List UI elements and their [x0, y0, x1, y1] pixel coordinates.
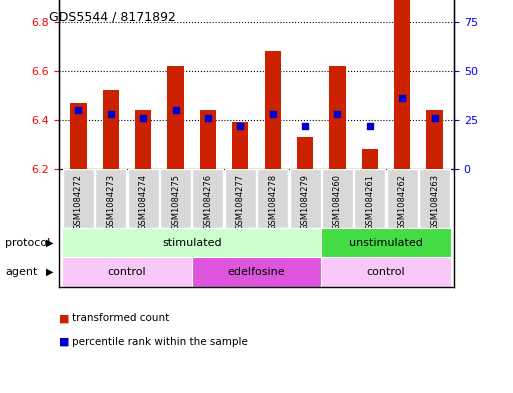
Bar [329, 66, 346, 169]
Bar [387, 169, 418, 228]
Bar [321, 257, 451, 287]
Bar [362, 149, 378, 169]
Text: ■: ■ [59, 337, 69, 347]
Bar [321, 228, 451, 257]
Text: GSM1084261: GSM1084261 [365, 174, 374, 230]
Text: GSM1084275: GSM1084275 [171, 174, 180, 230]
Bar [192, 257, 321, 287]
Text: GSM1084279: GSM1084279 [301, 174, 309, 230]
Text: agent: agent [5, 267, 37, 277]
Text: GSM1084263: GSM1084263 [430, 174, 439, 230]
Bar [426, 110, 443, 169]
Text: GSM1084272: GSM1084272 [74, 174, 83, 230]
Text: stimulated: stimulated [162, 238, 222, 248]
Text: ▶: ▶ [46, 238, 54, 248]
Point [269, 111, 277, 117]
Point [204, 115, 212, 121]
Text: control: control [367, 267, 405, 277]
Bar [128, 169, 159, 228]
Text: GSM1084262: GSM1084262 [398, 174, 407, 230]
Bar [160, 169, 191, 228]
Bar [297, 137, 313, 169]
Bar [200, 110, 216, 169]
Point [430, 115, 439, 121]
Text: transformed count: transformed count [72, 313, 169, 323]
Text: GSM1084273: GSM1084273 [106, 174, 115, 230]
Text: edelfosine: edelfosine [228, 267, 285, 277]
Point [139, 115, 147, 121]
Point [236, 123, 244, 129]
Text: protocol: protocol [5, 238, 50, 248]
Text: ■: ■ [59, 313, 69, 323]
Point [74, 107, 83, 113]
Bar [192, 169, 224, 228]
Bar [167, 66, 184, 169]
Bar [419, 169, 450, 228]
Bar [289, 169, 321, 228]
Point [333, 111, 342, 117]
Bar [322, 169, 353, 228]
Text: GDS5544 / 8171892: GDS5544 / 8171892 [49, 11, 175, 24]
Point [301, 123, 309, 129]
Bar [70, 103, 87, 169]
Bar [265, 51, 281, 169]
Point [107, 111, 115, 117]
Point [398, 95, 406, 101]
Text: GSM1084260: GSM1084260 [333, 174, 342, 230]
Bar [62, 257, 192, 287]
Bar [63, 169, 94, 228]
Text: unstimulated: unstimulated [349, 238, 423, 248]
Text: percentile rank within the sample: percentile rank within the sample [72, 337, 248, 347]
Text: control: control [108, 267, 146, 277]
Text: GSM1084274: GSM1084274 [139, 174, 148, 230]
Text: GSM1084276: GSM1084276 [204, 174, 212, 230]
Bar [257, 169, 288, 228]
Bar [62, 228, 321, 257]
Text: ▶: ▶ [46, 267, 54, 277]
Text: GSM1084277: GSM1084277 [236, 174, 245, 230]
Text: GSM1084278: GSM1084278 [268, 174, 277, 230]
Bar [232, 122, 248, 169]
Bar [103, 90, 119, 169]
Bar [225, 169, 256, 228]
Point [366, 123, 374, 129]
Point [171, 107, 180, 113]
Bar [394, 0, 410, 169]
Bar [95, 169, 126, 228]
Bar [354, 169, 385, 228]
Bar [135, 110, 151, 169]
